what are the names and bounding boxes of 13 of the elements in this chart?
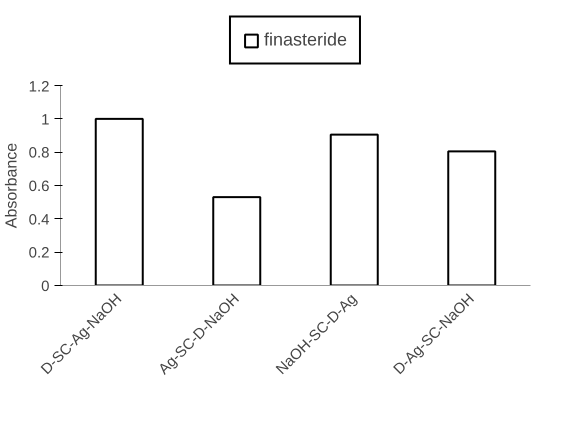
y-tick-label: 0.2 — [28, 244, 50, 262]
bar — [447, 150, 496, 286]
bar — [94, 118, 144, 286]
y-tick-label: 1.2 — [28, 78, 50, 96]
y-tick-label: 0.8 — [28, 144, 50, 162]
legend-label: finasteride — [264, 30, 348, 50]
y-tick-label: 0 — [41, 278, 50, 295]
y-tick-label: 0.6 — [28, 178, 50, 195]
y-axis-title: Absorbance — [4, 142, 21, 228]
bar — [330, 134, 379, 286]
bar — [212, 196, 262, 286]
y-tick-label: 1 — [41, 111, 50, 128]
y-tick-label: 0.4 — [28, 211, 50, 228]
